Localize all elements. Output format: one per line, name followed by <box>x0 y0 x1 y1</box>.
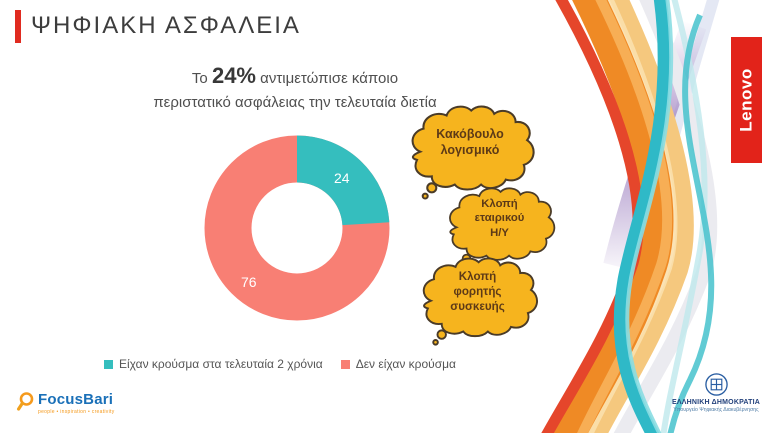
legend-label-primary: Είχαν κρούσμα στα τελευταία 2 χρόνια <box>119 357 323 371</box>
chart-legend: Είχαν κρούσμα στα τελευταία 2 χρόνια Δεν… <box>40 357 520 371</box>
donut-chart: 24 76 <box>197 128 397 328</box>
magnifier-icon <box>16 392 34 411</box>
cloud-line: συσκευής <box>450 300 505 314</box>
thought-cloud-corporate-pc-theft: Κλοπή εταιρικού Η/Υ <box>441 186 558 270</box>
cloud-line: εταιρικού <box>474 212 525 225</box>
legend-item-secondary: Δεν είχαν κρούσμα <box>340 357 456 371</box>
government-name: ΕΛΛΗΝΙΚΗ ΔΗΜΟΚΡΑΤΙΑ <box>672 399 760 406</box>
donut-slice-primary <box>204 135 390 321</box>
thought-cloud-malware: Κακόβουλο λογισμικό <box>402 104 538 201</box>
legend-label-secondary: Δεν είχαν κρούσμα <box>355 357 456 371</box>
statement-line2: περιστατικό ασφάλειας την τελευταία διετ… <box>153 93 437 111</box>
statement-suffix: αντιμετώπισε κάποιο <box>256 70 399 87</box>
lenovo-logo-text: Lenovo <box>736 68 756 132</box>
legend-item-primary: Είχαν κρούσμα στα τελευταία 2 χρόνια <box>104 357 323 371</box>
hellenic-republic-emblem-icon <box>704 373 728 396</box>
focusbari-name: FocusBari <box>38 391 114 408</box>
cloud-text: Κλοπή εταιρικού Η/Υ <box>448 189 551 248</box>
cloud-text: Κλοπή φορητής συσκευής <box>422 260 534 324</box>
statement-prefix: Το <box>191 70 212 87</box>
key-statement: Το 24% αντιμετώπισε κάποιο περιστατικό α… <box>95 60 495 114</box>
legend-swatch-secondary <box>340 359 350 369</box>
cloud-line: Η/Υ <box>490 227 509 240</box>
cloud-line: λογισμικό <box>440 142 500 157</box>
focusbari-logo: FocusBari people • inspiration • creativ… <box>16 391 115 415</box>
page-title: ΨΗΦΙΑΚΗ ΑΣΦΑΛΕΙΑ <box>31 12 301 39</box>
government-ministry: Υπουργείο Ψηφιακής Διακυβέρνησης <box>673 407 759 413</box>
slice-value-primary: 24 <box>334 170 350 186</box>
focusbari-tagline: people • inspiration • creativity <box>38 409 115 415</box>
slice-value-secondary: 76 <box>241 274 257 290</box>
statement-highlight: 24% <box>211 63 256 88</box>
legend-swatch-primary <box>104 359 113 369</box>
thought-cloud-device-theft: Κλοπή φορητής συσκευής <box>414 256 541 347</box>
cloud-line: φορητής <box>453 284 502 298</box>
cloud-line: Κλοπή <box>458 269 497 283</box>
donut-svg <box>204 135 390 321</box>
title-accent-bar <box>15 10 21 43</box>
government-logo: ΕΛΛΗΝΙΚΗ ΔΗΜΟΚΡΑΤΙΑ Υπουργείο Ψηφιακής Δ… <box>664 372 768 413</box>
lenovo-logo: Lenovo <box>731 37 762 163</box>
cloud-line: Κακόβουλο <box>436 126 504 141</box>
cloud-line: Κλοπή <box>481 197 518 210</box>
cloud-text: Κακόβουλο λογισμικό <box>410 108 530 176</box>
